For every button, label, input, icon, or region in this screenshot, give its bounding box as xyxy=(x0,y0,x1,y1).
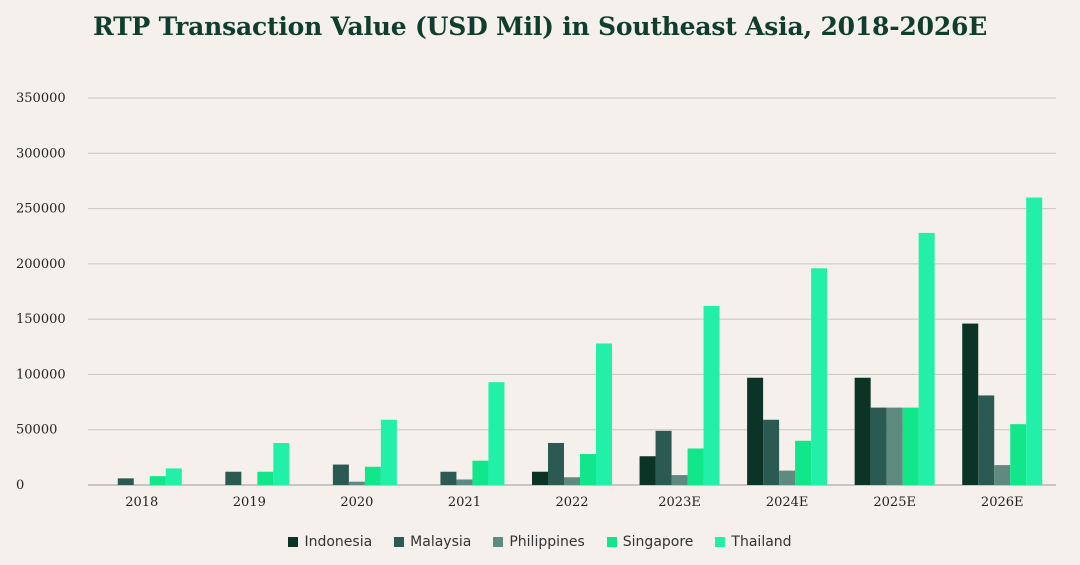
bar-malaysia-2022 xyxy=(548,442,564,485)
legend-label: Thailand xyxy=(731,534,792,550)
bar-philippines-2025e xyxy=(886,407,903,485)
bar-thailand-2025e xyxy=(918,232,935,485)
bar-malaysia-2021 xyxy=(440,471,457,485)
bar-malaysia-2024e xyxy=(763,419,780,485)
x-tick-label: 2026E xyxy=(981,495,1024,510)
bar-malaysia-2019 xyxy=(225,471,242,485)
bar-singapore-2022 xyxy=(580,454,596,485)
bar-philippines-2022 xyxy=(564,477,580,485)
bar-philippines-2020 xyxy=(348,481,365,485)
bar-thailand-2024e xyxy=(811,268,828,485)
bar-singapore-2020 xyxy=(364,466,381,485)
bar-philippines-2023e xyxy=(671,475,688,485)
x-tick-label: 2018 xyxy=(125,495,158,510)
y-tick-label: 350000 xyxy=(16,91,66,106)
legend-swatch xyxy=(606,537,617,547)
chart-title: RTP Transaction Value (USD Mil) in South… xyxy=(92,12,988,41)
x-tick-label: 2019 xyxy=(233,495,266,510)
bar-singapore-2026e xyxy=(1010,424,1027,485)
y-tick-label: 0 xyxy=(16,478,24,493)
legend-item-singapore: Singapore xyxy=(606,534,694,550)
bar-malaysia-2025e xyxy=(870,407,887,485)
legend-swatch xyxy=(288,537,299,547)
legend-label: Philippines xyxy=(509,534,585,550)
bar-philippines-2021 xyxy=(456,479,473,485)
bar-singapore-2018 xyxy=(149,476,166,485)
bar-thailand-2023e xyxy=(703,305,720,485)
bar-thailand-2022 xyxy=(596,343,612,485)
y-tick-label: 50000 xyxy=(16,423,57,438)
y-tick-label: 150000 xyxy=(16,312,66,327)
x-tick-label: 2023E xyxy=(658,495,701,510)
bar-thailand-2019 xyxy=(273,442,290,485)
x-tick-label: 2021 xyxy=(448,495,481,510)
legend-swatch xyxy=(715,537,726,547)
bar-indonesia-2024e xyxy=(747,377,764,485)
legend-item-indonesia: Indonesia xyxy=(288,534,372,550)
bar-malaysia-2026e xyxy=(978,395,995,485)
legend-label: Malaysia xyxy=(410,534,472,550)
legend-label: Indonesia xyxy=(304,534,373,550)
legend: Indonesia Malaysia Philippines Singapore Tha… xyxy=(0,534,1080,550)
bar-thailand-2026e xyxy=(1026,197,1043,485)
bar-malaysia-2023e xyxy=(655,430,672,485)
bar-malaysia-2020 xyxy=(332,464,349,485)
legend-label: Singapore xyxy=(622,534,694,550)
legend-item-malaysia: Malaysia xyxy=(394,534,471,550)
legend-swatch xyxy=(493,537,504,547)
bar-singapore-2019 xyxy=(257,471,274,485)
y-tick-label: 100000 xyxy=(16,367,66,382)
y-tick-label: 300000 xyxy=(16,146,66,161)
bar-philippines-2024e xyxy=(779,470,796,485)
legend-item-philippines: Philippines xyxy=(493,534,585,550)
y-tick-label: 200000 xyxy=(16,257,66,272)
legend-swatch xyxy=(394,537,405,547)
bar-singapore-2025e xyxy=(902,407,919,485)
y-tick-label: 250000 xyxy=(16,202,66,217)
legend-item-thailand: Thailand xyxy=(715,534,792,550)
bar-indonesia-2025e xyxy=(854,377,871,485)
bar-thailand-2021 xyxy=(488,382,505,485)
x-tick-label: 2022 xyxy=(555,495,588,510)
bar-thailand-2018 xyxy=(165,468,182,485)
bar-philippines-2026e xyxy=(994,465,1011,485)
bar-indonesia-2026e xyxy=(962,323,979,485)
bar-malaysia-2018 xyxy=(117,478,134,485)
bar-thailand-2020 xyxy=(380,419,397,485)
bar-indonesia-2023e xyxy=(639,456,656,485)
bar-indonesia-2022 xyxy=(532,471,548,485)
x-tick-label: 2020 xyxy=(340,495,373,510)
x-tick-label: 2024E xyxy=(766,495,809,510)
bar-singapore-2024e xyxy=(795,440,812,485)
bar-singapore-2021 xyxy=(472,460,489,485)
bar-singapore-2023e xyxy=(687,448,704,485)
x-tick-label: 2025E xyxy=(873,495,916,510)
